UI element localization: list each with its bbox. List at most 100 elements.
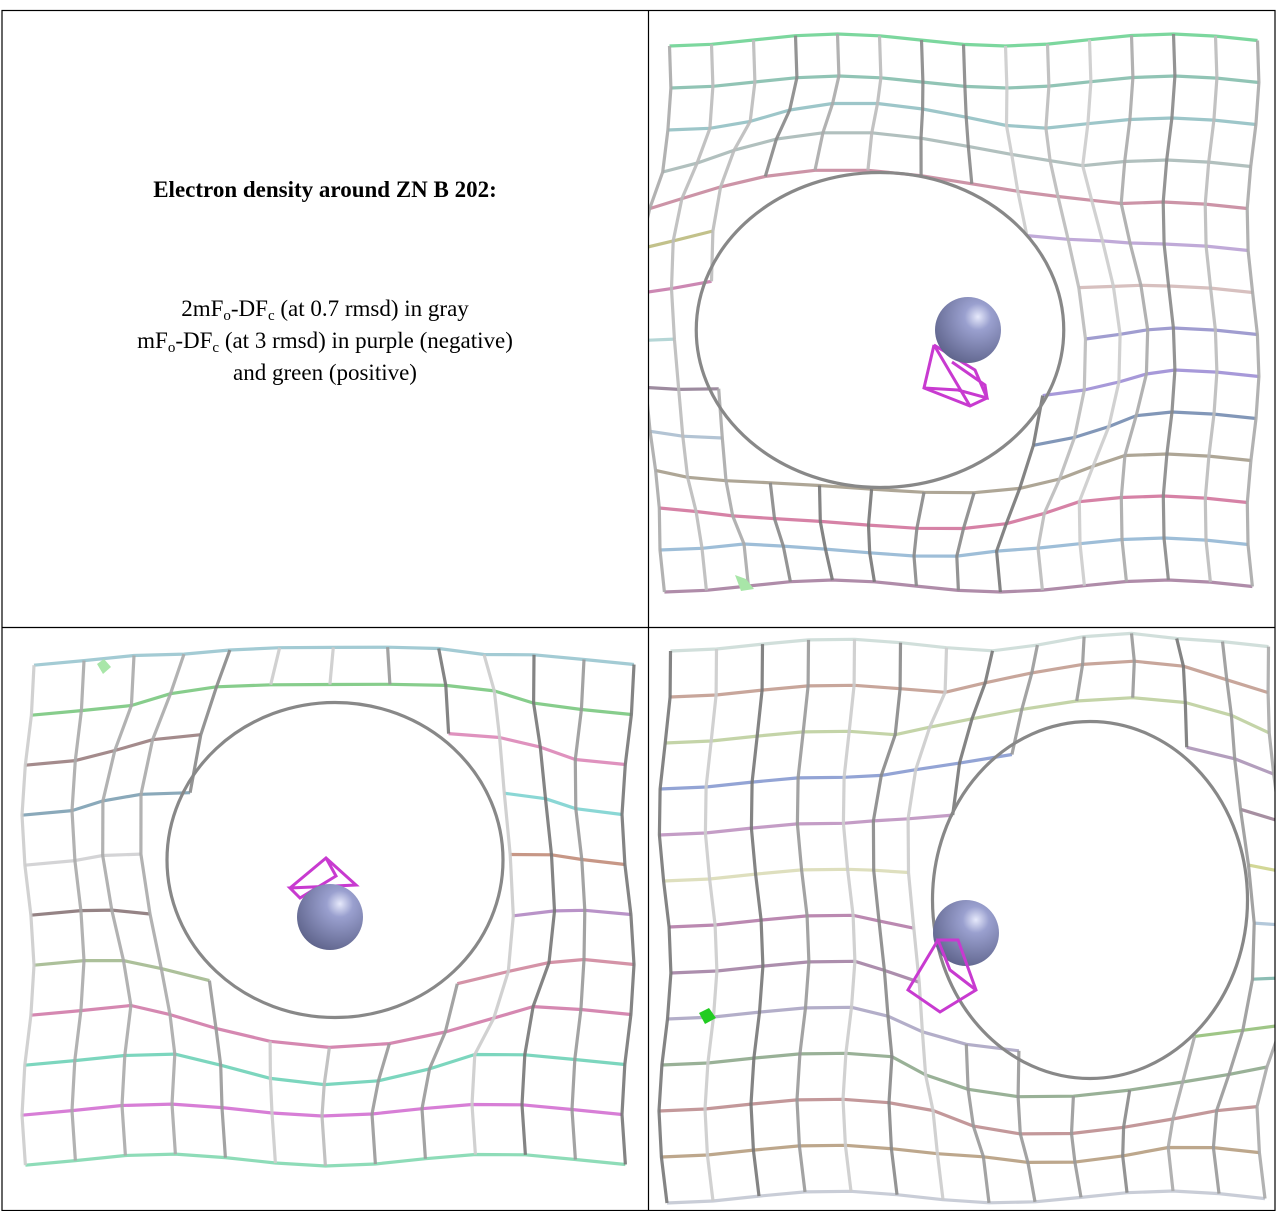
mesh-line <box>649 429 723 440</box>
mesh-line <box>817 485 834 581</box>
mesh-line <box>1003 45 1029 236</box>
mesh-line <box>669 44 715 591</box>
mesh-line <box>520 654 557 1155</box>
mesh-line <box>795 639 811 1193</box>
text-run: (at 3 rmsd) in purple (negative) <box>219 328 513 353</box>
mesh-line <box>649 337 675 342</box>
mesh-line <box>139 653 186 1155</box>
text-run: (at 0.7 rmsd) in gray <box>274 296 469 321</box>
mesh-line <box>207 980 227 1158</box>
mesh-line <box>1069 1096 1083 1198</box>
mesh-line <box>659 536 1249 558</box>
mesh-line <box>665 696 1270 745</box>
caption-body: 2mFo-DFc (at 0.7 rmsd) in gray mFo-DFc (a… <box>2 293 648 389</box>
mesh-line <box>33 958 210 983</box>
negative-density <box>286 856 360 900</box>
mesh-line <box>1036 44 1088 591</box>
mesh-line <box>763 35 799 177</box>
mesh-line <box>21 791 191 817</box>
mesh-line <box>649 45 673 593</box>
mesh-line <box>1010 644 1039 755</box>
mesh-line <box>1245 40 1261 587</box>
mesh-line <box>165 700 505 1020</box>
mesh-line <box>269 647 282 686</box>
mesh-line <box>20 665 36 1166</box>
mesh-line <box>659 813 953 837</box>
mesh-line <box>510 852 626 867</box>
mesh-line <box>670 959 920 984</box>
mesh-line <box>1119 35 1150 582</box>
positive-density <box>735 575 754 591</box>
mesh-line <box>663 867 909 883</box>
mesh-line <box>667 1005 1020 1053</box>
mesh-line <box>437 648 451 734</box>
mesh-line <box>661 1051 1268 1099</box>
mesh-line <box>709 39 757 282</box>
positive-density <box>699 1008 716 1024</box>
mesh-line <box>31 682 632 717</box>
mesh-line <box>658 1097 1258 1136</box>
mesh-line <box>1075 636 1086 702</box>
mesh-line <box>448 732 626 767</box>
mesh-line <box>1248 863 1275 872</box>
mesh-line <box>670 659 1269 699</box>
mesh-line <box>268 1041 277 1164</box>
mesh <box>649 32 1261 594</box>
mesh-line <box>1078 283 1253 295</box>
mesh-line <box>906 647 949 1200</box>
mesh-line <box>694 170 1066 490</box>
mesh-line <box>328 647 335 685</box>
mesh-line <box>951 650 995 816</box>
mesh-line <box>1194 1024 1275 1038</box>
caption-line: and green (positive) <box>2 357 648 389</box>
caption-title: Electron density around ZN B 202: <box>153 177 497 202</box>
mesh-line <box>101 655 136 1156</box>
caption-line: 2mFo-DFc (at 0.7 rmsd) in gray <box>2 293 648 325</box>
zn-sphere <box>297 884 363 950</box>
mesh-line <box>1129 633 1136 698</box>
mesh-line <box>657 650 673 1204</box>
mesh-line <box>1033 410 1257 447</box>
zn-sphere <box>935 297 1001 363</box>
mesh-line <box>1254 921 1275 927</box>
mesh-line <box>188 649 232 793</box>
mesh-line <box>386 647 392 685</box>
subscript: c <box>267 308 275 324</box>
mesh-line <box>1211 641 1256 1194</box>
mesh-line <box>1016 1050 1037 1203</box>
mesh <box>657 631 1275 1205</box>
mesh-line <box>513 908 632 918</box>
mesh-line <box>661 1143 1260 1165</box>
negative-density <box>923 360 989 401</box>
mesh-line <box>1175 638 1189 748</box>
mesh-line <box>667 101 1257 132</box>
mesh-line <box>871 642 903 1195</box>
mesh-line <box>666 1189 1266 1205</box>
mesh-line <box>670 631 1269 653</box>
mesh-line <box>470 654 515 1155</box>
mesh-line <box>1026 234 1249 253</box>
mesh-line <box>370 1043 391 1165</box>
mesh-line <box>930 719 1250 1081</box>
density-meshes <box>20 32 1275 1205</box>
mesh-line <box>659 494 1248 531</box>
mesh-line <box>866 489 876 583</box>
zn-sphere <box>933 900 999 966</box>
mesh-line <box>1240 807 1275 822</box>
mesh-line <box>919 40 925 176</box>
mesh-line <box>1085 326 1258 341</box>
mesh-line <box>1255 646 1275 1199</box>
mesh-line <box>24 852 141 867</box>
positive-density <box>97 659 111 674</box>
text-run: 2mF <box>181 296 224 321</box>
mesh-line <box>70 660 86 1161</box>
text-run: -DF <box>230 296 268 321</box>
mesh-line <box>669 32 1258 48</box>
mesh-line <box>866 35 883 171</box>
subscript: o <box>167 340 176 356</box>
mesh-line <box>30 1003 632 1050</box>
text-run: and green (positive) <box>233 360 417 385</box>
mesh-line <box>813 33 841 171</box>
